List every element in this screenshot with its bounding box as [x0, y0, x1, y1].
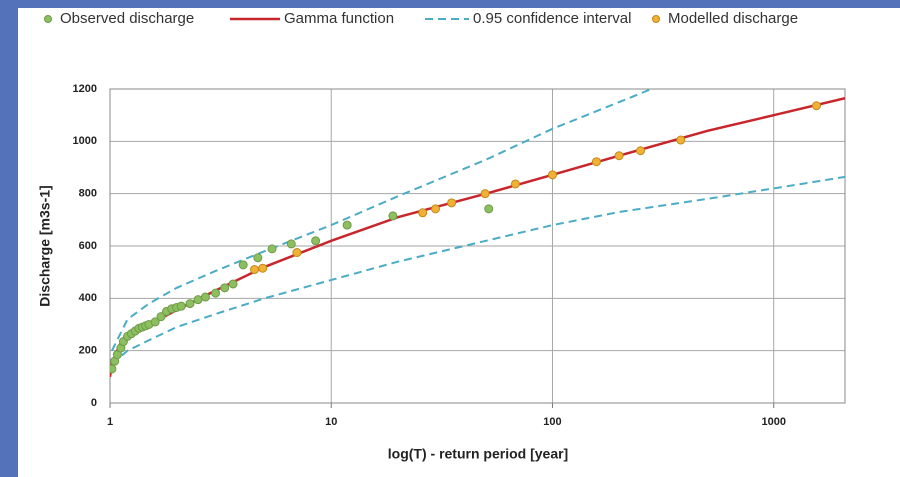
point	[484, 204, 494, 214]
point	[267, 244, 277, 254]
y-tick-label: 400	[79, 292, 97, 304]
point	[591, 157, 601, 167]
point	[253, 253, 263, 263]
x-tick-label: 1	[107, 416, 113, 428]
point	[547, 170, 557, 180]
point	[510, 179, 520, 189]
plot-border	[109, 88, 846, 404]
point	[176, 301, 186, 311]
point	[286, 239, 296, 249]
panel	[18, 8, 900, 477]
point	[614, 151, 624, 161]
plot	[110, 89, 845, 377]
point	[636, 146, 646, 156]
point	[676, 135, 686, 145]
point	[156, 312, 166, 322]
y-tick-label: 0	[91, 397, 97, 409]
x-tick-label: 1000	[761, 416, 785, 428]
point	[418, 208, 428, 218]
point	[480, 189, 490, 199]
point	[200, 292, 210, 302]
point	[110, 364, 117, 374]
y-tick-label: 1000	[73, 135, 97, 147]
y-tick-label: 1200	[73, 83, 97, 95]
point	[342, 220, 352, 230]
point	[311, 236, 321, 246]
legend-label: 0.95 confidence interval	[473, 10, 631, 27]
y-tick-label: 800	[79, 188, 97, 200]
point	[220, 283, 230, 293]
point	[811, 101, 821, 111]
point	[211, 288, 221, 298]
legend-label: Modelled discharge	[668, 10, 798, 27]
point	[292, 248, 302, 258]
point	[431, 204, 441, 214]
y-tick-label: 600	[79, 240, 97, 252]
x-tick-label: 100	[543, 416, 561, 428]
point	[447, 198, 457, 208]
y-axis-label: Discharge [m3s-1]	[37, 185, 53, 306]
x-tick-label: 10	[325, 416, 337, 428]
legend: Observed discharge Gamma function 0.95 con…	[44, 10, 798, 27]
point	[150, 317, 160, 327]
point	[228, 279, 238, 289]
x-axis-label: log(T) - return period [year]	[388, 446, 568, 462]
legend-swatch	[44, 15, 52, 23]
point	[185, 299, 195, 309]
point	[193, 295, 203, 305]
legend-swatch	[652, 15, 660, 23]
point	[238, 260, 248, 270]
y-tick-label: 200	[79, 345, 97, 357]
legend-label: Gamma function	[284, 10, 394, 27]
point	[250, 265, 260, 275]
point	[258, 263, 268, 273]
legend-label: Observed discharge	[60, 10, 194, 27]
point	[388, 211, 398, 221]
ci-upper	[111, 89, 652, 352]
